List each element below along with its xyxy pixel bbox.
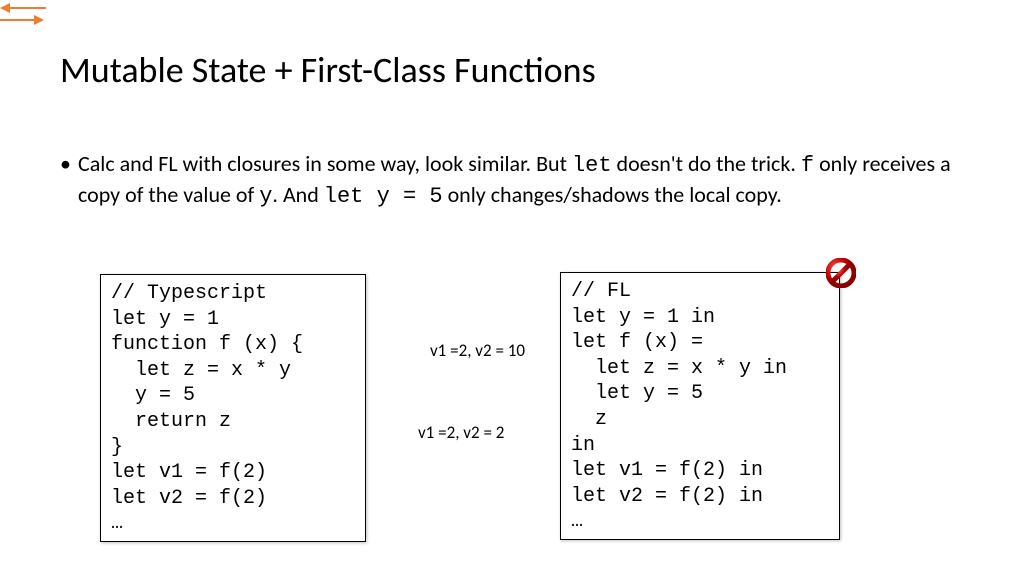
code-box-typescript: // Typescript let y = 1 function f (x) {…: [100, 274, 366, 542]
bullet-code1: let: [572, 153, 612, 178]
arrow-left-icon: [0, 0, 46, 12]
prohibit-icon: [826, 258, 856, 288]
bullet-code3: y: [259, 184, 272, 209]
code-box-fl: // FL let y = 1 in let f (x) = let z = x…: [560, 272, 840, 540]
bullet-seg4: . And: [272, 181, 323, 208]
bullet-seg1: Calc and FL with closures in some way, l…: [78, 150, 572, 177]
bullet-seg5: only changes/shadows the local copy.: [443, 181, 782, 208]
bullet-code4: let y = 5: [324, 184, 443, 209]
bullet-seg2: doesn't do the trick.: [612, 150, 801, 177]
annotation-fl-result: v1 =2, v2 = 2: [418, 422, 504, 443]
bullet-code2: f: [801, 153, 814, 178]
bullet-paragraph: • Calc and FL with closures in some way,…: [60, 150, 964, 211]
bullet-dot: •: [60, 150, 78, 211]
arrow-right-icon: [0, 12, 44, 24]
annotation-ts-result: v1 =2, v2 = 10: [430, 340, 525, 361]
bullet-text: Calc and FL with closures in some way, l…: [78, 150, 964, 211]
slide-title: Mutable State + First-Class Functions: [60, 48, 596, 92]
